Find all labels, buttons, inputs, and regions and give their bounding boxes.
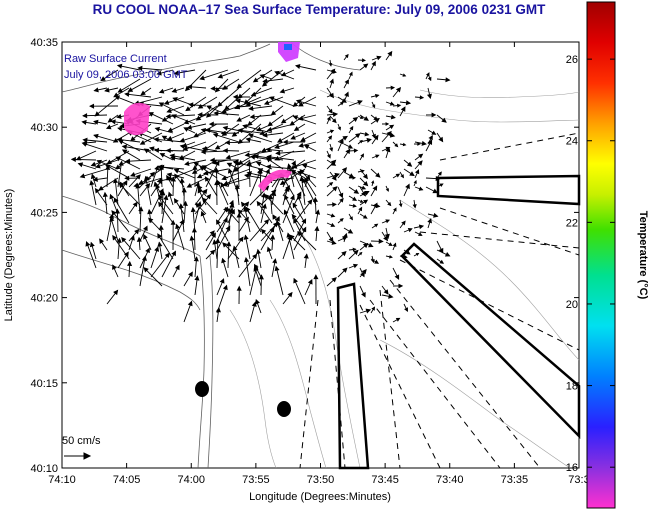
colorbar-tick-label: 16 [566,462,578,474]
x-tick-label: 74:10 [48,474,76,486]
x-tick-label: 74:05 [113,474,141,486]
current-vectors [70,50,451,323]
colorbar-label: Temperature (°C) [637,211,649,300]
x-tick-label: 73:3 [568,474,589,486]
x-tick-label: 74:00 [177,474,205,486]
colorbar [586,1,616,509]
scale-arrow [64,452,92,460]
colorbar-tick-label: 20 [566,299,578,311]
colorbar-tick-label: 24 [566,136,578,148]
sandy-hook-patch [258,169,292,192]
legend-line-1: Raw Surface Current [64,53,167,65]
x-tick-label: 73:45 [371,474,399,486]
buoy-east [277,401,291,417]
sst-patches [124,42,300,192]
legend-line-2: July 09, 2006 03:00 GMT [64,69,188,81]
y-tick-label: 40:15 [30,378,58,390]
y-axis-label: Latitude (Degrees:Minutes) [3,189,15,322]
colorbar-tick-label: 26 [566,54,578,66]
x-tick-label: 73:55 [242,474,270,486]
y-tick-label: 40:10 [30,463,58,475]
y-tick-label: 40:20 [30,293,58,305]
buoy-west [195,381,209,397]
shipping-lanes [299,132,580,469]
y-axis: 40:35 40:30 40:25 40:20 40:15 40:10 [30,37,579,475]
y-tick-label: 40:35 [30,37,58,49]
colorbar-ticks: 26 24 22 20 18 16 [566,54,615,474]
bathymetry-contours [229,89,580,469]
x-axis-label: Longitude (Degrees:Minutes) [249,491,391,503]
x-axis: 74:10 74:05 74:00 73:55 73:50 73:45 73:40 73:35… [48,42,590,486]
x-tick-label: 73:40 [436,474,464,486]
colorbar-tick-label: 22 [566,217,578,229]
colorbar-tick-label: 18 [566,381,578,393]
upper-bay-patch [278,42,300,62]
y-tick-label: 40:30 [30,122,58,134]
raritan-bay-patch [124,102,150,136]
y-tick-label: 40:25 [30,207,58,219]
map-title: RU COOL NOAA–17 Sea Surface Temperature:… [92,2,546,17]
traffic-lanes [336,174,581,470]
scale-label: 50 cm/s [62,435,101,447]
x-tick-label: 73:50 [307,474,335,486]
upper-bay-blue [284,44,292,50]
x-tick-label: 73:35 [501,474,529,486]
